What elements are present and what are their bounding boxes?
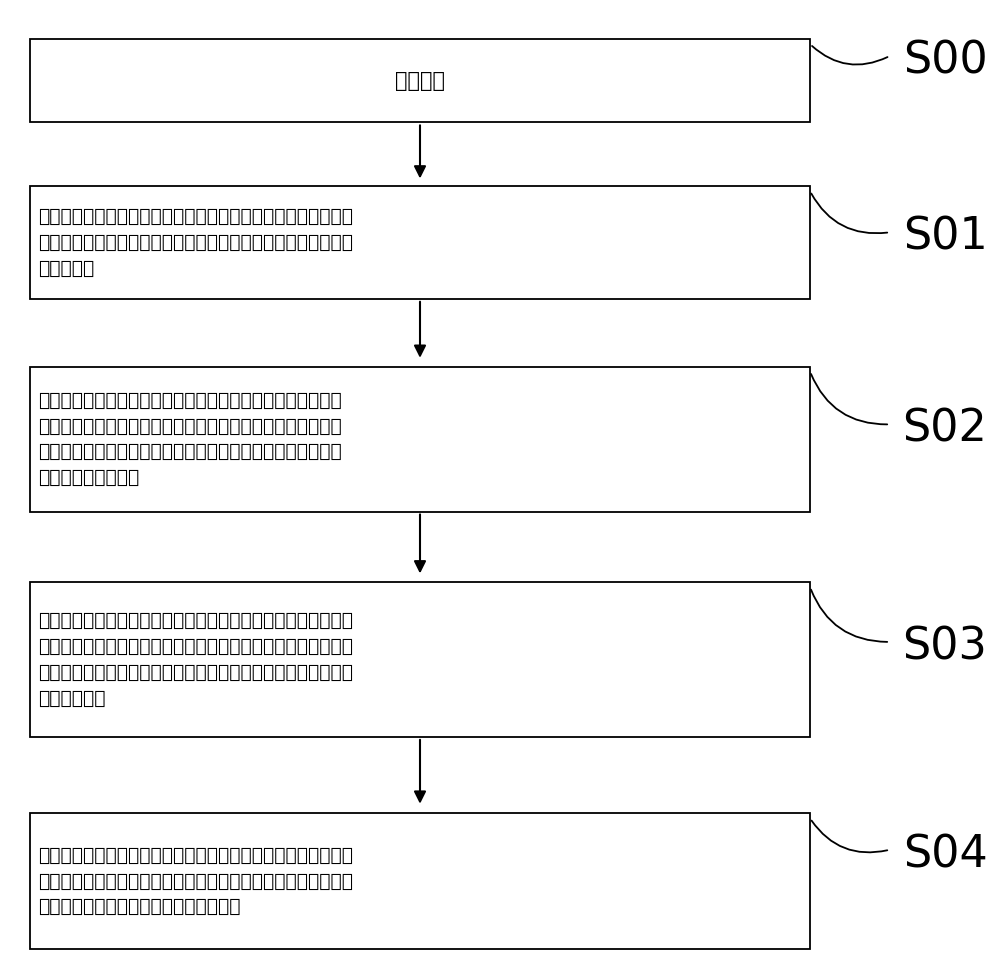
Text: 在所述第二纳米电容设置第二底部连接孔和第二顶部连接孔，所
述第二底部连接孔用于显示所述第二纳米电容的第二底部金属电
极层，所述第二顶部连接孔用于显示所述第二纳米: 在所述第二纳米电容设置第二底部连接孔和第二顶部连接孔，所 述第二底部连接孔用于显… bbox=[38, 612, 353, 708]
Text: 在所述壳体内加工后再进行沉积处理形成分别上下设置的设置第
一纳米电容和第二纳米电容，且在所述壳体上间隔设置开设出二
个第一通孔: 在所述壳体内加工后再进行沉积处理形成分别上下设置的设置第 一纳米电容和第二纳米电… bbox=[38, 208, 353, 277]
Text: S02: S02 bbox=[903, 408, 987, 451]
Text: 提供壳体: 提供壳体 bbox=[395, 71, 445, 91]
Bar bbox=[30, 39, 810, 122]
Bar bbox=[30, 582, 810, 737]
Bar bbox=[30, 367, 810, 512]
Bar bbox=[30, 813, 810, 949]
Text: 在所述第一纳米电容设置第一底部连接孔和第一顶部连接孔，
所述第一底部连接孔用于显示所述第一纳米电容的第一底部金
属电极层，所述第一顶部连接孔用于显示所述第一纳米: 在所述第一纳米电容设置第一底部连接孔和第一顶部连接孔， 所述第一底部连接孔用于显… bbox=[38, 391, 342, 487]
Text: S01: S01 bbox=[903, 216, 987, 259]
Text: 形成导电组件，通过若干所述第一通孔使所述第一底部金属电极
层和所述第二底部金属电极层电连接，以及使所述第一顶部金属
电极层和所述第二顶部金属电极层电连接: 形成导电组件，通过若干所述第一通孔使所述第一底部金属电极 层和所述第二底部金属电… bbox=[38, 846, 353, 916]
Text: S04: S04 bbox=[903, 833, 987, 876]
Text: S03: S03 bbox=[903, 625, 987, 668]
Text: S00: S00 bbox=[903, 39, 987, 82]
Bar bbox=[30, 186, 810, 299]
